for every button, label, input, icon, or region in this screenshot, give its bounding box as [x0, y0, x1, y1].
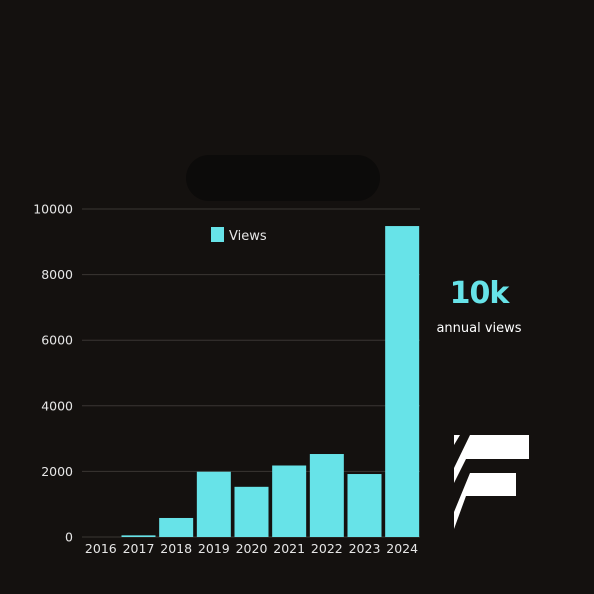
stat-label: annual views	[436, 321, 522, 336]
bar-2022	[309, 454, 344, 537]
chart-title-pill	[186, 155, 380, 201]
bar-2017	[121, 535, 156, 537]
y-tick-label: 4000	[41, 398, 73, 413]
x-tick-label: 2024	[386, 541, 418, 556]
bar-2021	[272, 465, 307, 537]
x-tick-label: 2018	[160, 541, 192, 556]
x-tick-label: 2021	[273, 541, 305, 556]
x-axis-ticks: 2016 2017 2018 2019 2020 2021 2022 2023 2024	[85, 541, 418, 556]
x-tick-label: 2019	[198, 541, 230, 556]
logo-bottom-bar	[454, 473, 516, 529]
logo-top-bar	[454, 435, 529, 483]
x-tick-label: 2020	[236, 541, 268, 556]
legend-label: Views	[229, 229, 267, 244]
y-tick-label: 8000	[41, 267, 73, 282]
x-tick-label: 2017	[123, 541, 155, 556]
x-tick-label: 2023	[349, 541, 381, 556]
y-tick-label: 6000	[41, 333, 73, 348]
bar-2020	[234, 486, 269, 537]
x-tick-label: 2016	[85, 541, 117, 556]
y-tick-label: 2000	[41, 464, 73, 479]
stylized-f-logo-icon	[454, 435, 529, 529]
legend-swatch	[211, 227, 224, 242]
x-tick-label: 2022	[311, 541, 343, 556]
bars	[121, 226, 420, 537]
bar-2023	[347, 474, 382, 537]
logo-corner-accent	[454, 435, 460, 445]
chart-legend: Views	[211, 227, 267, 244]
bar-2024	[385, 226, 420, 537]
bar-2018	[159, 517, 194, 537]
y-tick-label: 10000	[33, 202, 73, 217]
y-tick-label: 0	[65, 530, 73, 545]
y-axis-ticks: 0 2000 4000 6000 8000 10000	[33, 202, 73, 545]
bar-2019	[196, 471, 231, 537]
stat-value: 10k	[449, 276, 510, 311]
